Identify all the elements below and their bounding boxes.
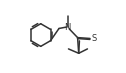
Text: S: S bbox=[92, 34, 97, 43]
Text: N: N bbox=[65, 23, 71, 32]
